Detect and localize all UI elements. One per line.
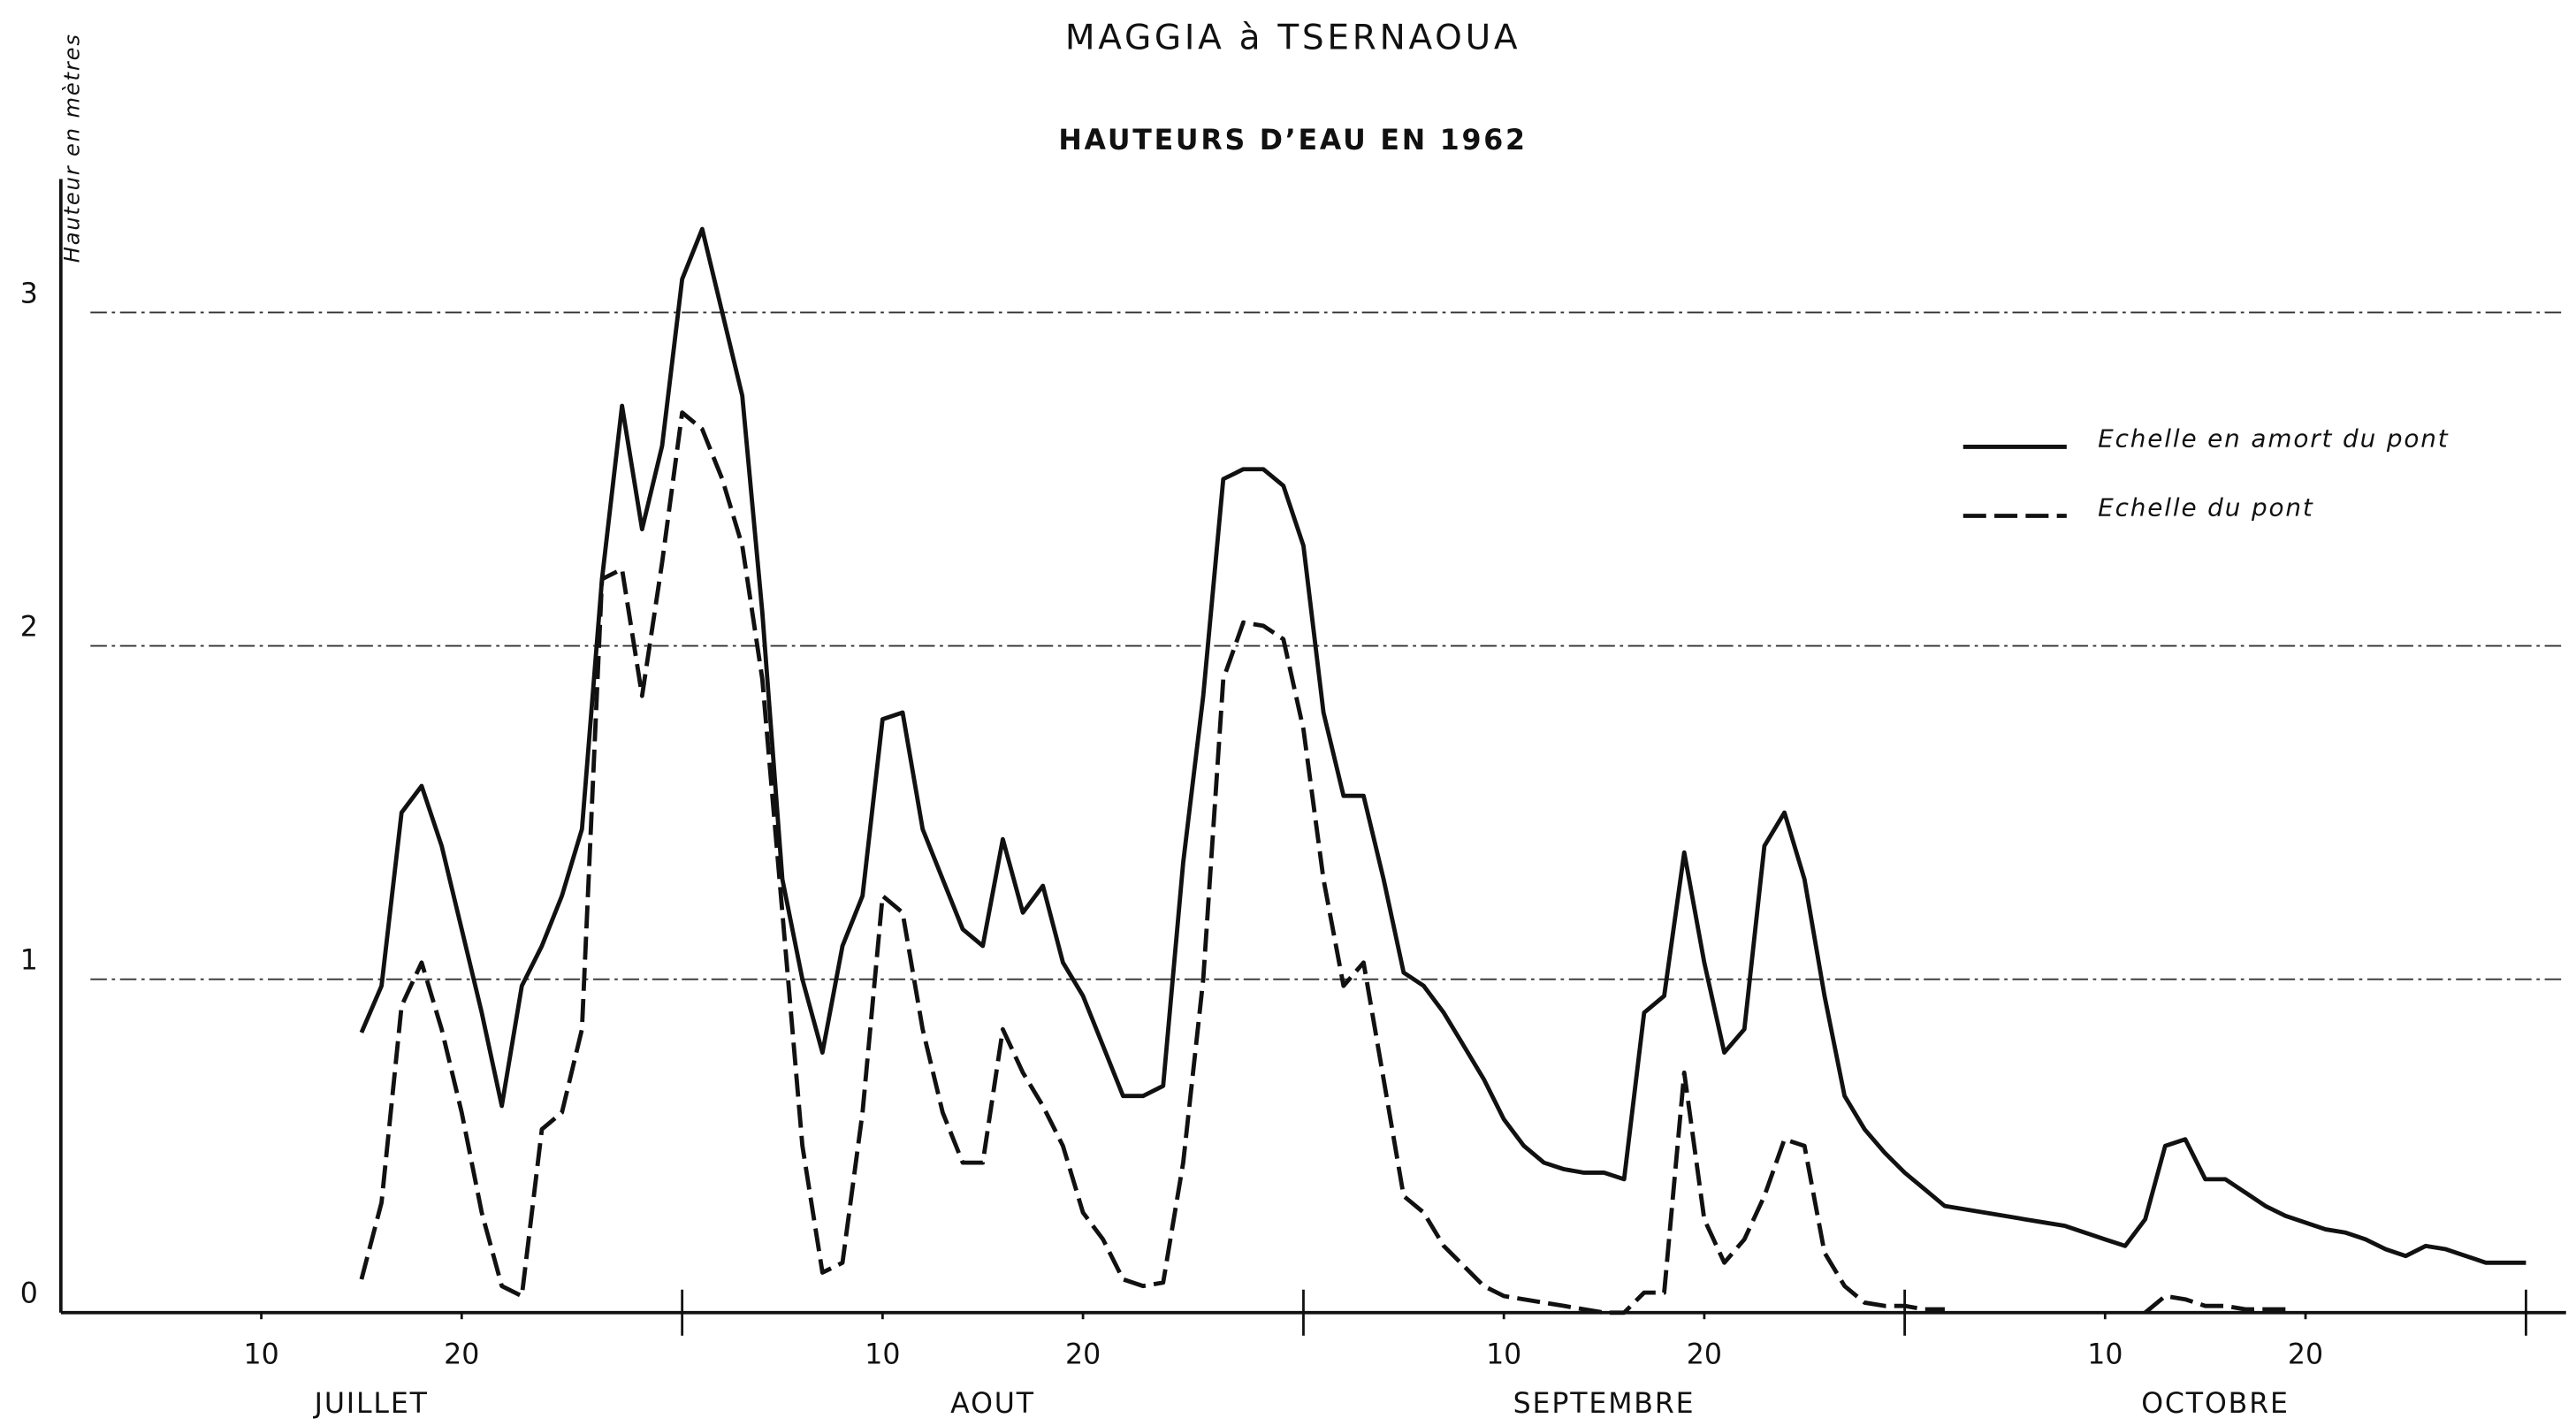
y-tick-label: 3 [20,278,38,309]
y-tick-label: 2 [20,611,38,643]
series-line [359,226,2526,1265]
month-label: OCTOBRE [2141,1388,2290,1420]
x-tick-label: 10 [1486,1338,1521,1370]
x-tick-label: 20 [444,1338,479,1370]
series-line [359,410,1945,1315]
month-label: SEPTEMBRE [1513,1388,1696,1420]
y-tick-label: 0 [20,1278,38,1310]
legend-label: Echelle du pont [2098,493,2314,522]
month-label: AOUT [950,1388,1035,1420]
chart-subtitle: HAUTEURS D’EAU EN 1962 [1058,125,1527,156]
month-label: JUILLET [313,1388,429,1420]
x-tick-label: 20 [1687,1338,1722,1370]
y-axis-label: Hauteur en mètres [59,33,84,263]
x-tick-label: 10 [243,1338,278,1370]
chart-title: MAGGIA à TSERNAOUA [1065,19,1520,58]
y-tick-label: 1 [20,945,38,977]
x-tick-label: 10 [865,1338,900,1370]
x-tick-label: 20 [1065,1338,1101,1370]
legend-label: Echelle en amort du pont [2098,423,2449,453]
series-line [2144,1293,2286,1315]
x-tick-label: 20 [2288,1338,2323,1370]
x-tick-label: 10 [2087,1338,2123,1370]
